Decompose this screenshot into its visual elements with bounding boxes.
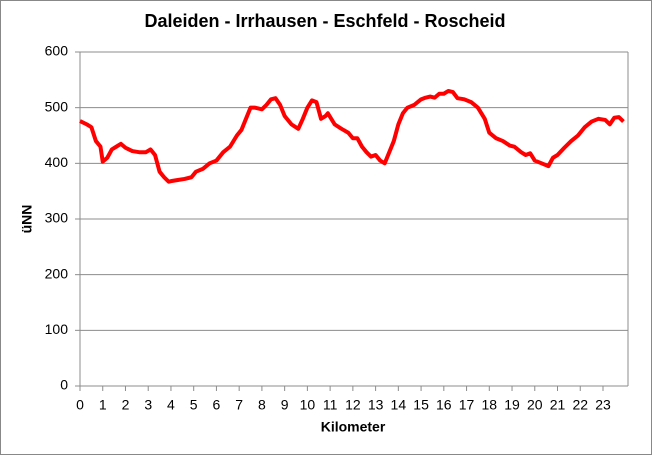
y-tick-label: 500: [45, 98, 69, 114]
y-tick-label: 100: [45, 321, 69, 337]
x-tick-label: 2: [122, 397, 130, 413]
x-tick-label: 15: [413, 397, 429, 413]
x-tick-label: 4: [167, 397, 175, 413]
y-tick-label: 400: [45, 154, 69, 170]
line: [79, 88, 625, 184]
x-tick-label: 14: [391, 397, 407, 413]
chart-title: Daleiden - Irrhausen - Eschfeld - Rosche…: [144, 11, 505, 31]
x-tick-label: 10: [300, 397, 316, 413]
x-tick-label: 8: [258, 397, 266, 413]
x-tick-label: 11: [323, 397, 338, 413]
x-tick-label: 16: [436, 397, 452, 413]
x-tick-label: 22: [572, 397, 588, 413]
x-tick-label: 3: [144, 397, 152, 413]
x-tick-label: 1: [99, 397, 107, 413]
x-tick-label: 9: [281, 397, 289, 413]
y-axis-label: üNN: [19, 205, 35, 234]
x-tick-label: 20: [527, 397, 543, 413]
x-tick-label: 19: [504, 397, 520, 413]
x-tick-label: 18: [482, 397, 498, 413]
x-tick-label: 5: [190, 397, 198, 413]
x-tick-label: 0: [76, 397, 84, 413]
x-tick-label: 13: [368, 397, 384, 413]
x-tick-label: 21: [550, 397, 566, 413]
x-tick-label: 17: [459, 397, 475, 413]
x-tick-label: 6: [213, 397, 221, 413]
y-tick-label: 600: [45, 43, 69, 59]
x-tick-label: 23: [595, 397, 611, 413]
y-tick-label: 200: [45, 265, 69, 281]
x-axis-label: Kilometer: [321, 419, 386, 435]
x-tick-label: 7: [235, 397, 243, 413]
y-tick-label: 0: [60, 377, 68, 393]
x-tick-label: 12: [345, 397, 361, 413]
y-tick-label: 300: [45, 210, 69, 226]
